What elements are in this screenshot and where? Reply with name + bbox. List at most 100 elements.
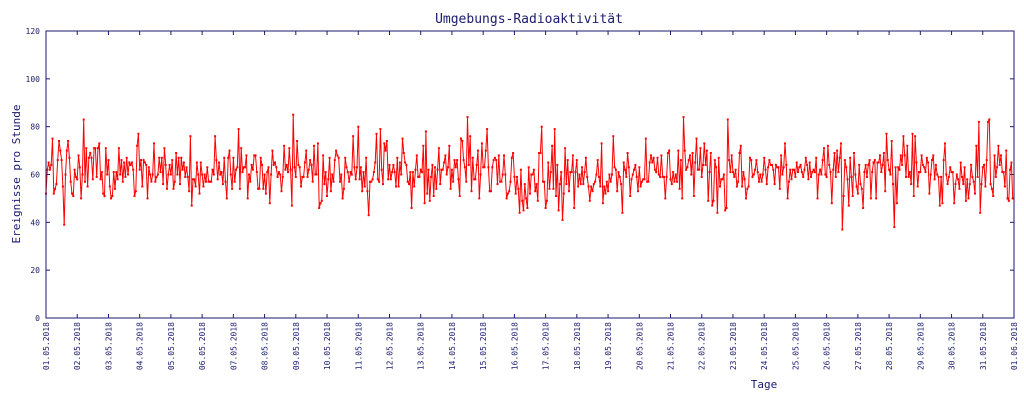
data-point [111, 195, 114, 197]
data-point [980, 183, 983, 186]
data-point [439, 183, 442, 186]
data-point [231, 187, 234, 190]
data-point [742, 171, 745, 174]
data-point [841, 228, 844, 231]
data-point [711, 204, 714, 207]
data-point [160, 156, 163, 159]
data-point [889, 173, 892, 176]
data-point [931, 159, 933, 162]
data-point [219, 173, 222, 176]
data-point [748, 156, 751, 159]
data-point [988, 118, 991, 121]
data-point [293, 166, 296, 169]
data-point [121, 180, 124, 183]
data-point [837, 171, 840, 174]
data-point [95, 175, 98, 178]
data-point [73, 168, 76, 171]
data-point [240, 147, 243, 150]
x-tick-label: 18.05.2018 [573, 322, 582, 370]
data-point [215, 159, 218, 162]
data-point [661, 175, 664, 178]
data-point [211, 168, 214, 171]
data-point [78, 166, 81, 169]
data-point [452, 180, 455, 183]
data-point [977, 120, 980, 123]
data-point [625, 175, 628, 178]
data-point [539, 152, 542, 154]
data-point [622, 161, 625, 164]
data-point [963, 166, 966, 169]
data-point [518, 211, 521, 214]
data-point [488, 190, 491, 193]
data-point [683, 149, 686, 152]
data-point [180, 156, 183, 159]
data-point [210, 180, 213, 183]
data-point [863, 171, 866, 174]
data-point [551, 144, 554, 147]
data-point [601, 202, 604, 205]
x-tick-label: 01.05.2018 [42, 322, 51, 370]
data-point [257, 187, 260, 190]
data-point [735, 185, 738, 188]
data-point [997, 144, 1000, 147]
data-point [812, 168, 815, 171]
data-point [115, 171, 118, 174]
data-point [284, 168, 287, 171]
data-point [698, 168, 701, 171]
y-axis-label: Ereignisse pro Stunde [10, 104, 23, 243]
data-point [713, 159, 716, 162]
data-point [136, 144, 139, 147]
data-point [417, 175, 420, 178]
data-point [473, 178, 476, 181]
x-tick-label: 30.05.2018 [948, 322, 957, 370]
data-point [557, 209, 560, 212]
data-point [259, 156, 262, 159]
data-point [221, 183, 224, 186]
data-point [477, 149, 479, 152]
data-point [138, 168, 141, 171]
data-point [87, 156, 90, 159]
data-point [862, 207, 865, 209]
data-point [510, 156, 513, 159]
data-point [272, 163, 275, 166]
data-point [937, 175, 940, 178]
data-point [972, 180, 975, 183]
data-point [302, 175, 305, 178]
data-point [800, 171, 803, 174]
data-point [791, 168, 794, 171]
data-point [737, 180, 740, 183]
data-point [389, 178, 392, 181]
data-point [934, 163, 937, 166]
data-point [431, 163, 434, 166]
data-point [877, 161, 880, 164]
data-point [457, 178, 460, 181]
data-point [722, 173, 725, 176]
data-point [309, 159, 312, 162]
data-point [296, 140, 299, 142]
data-point [950, 171, 953, 174]
data-point [871, 171, 874, 174]
data-point [59, 149, 62, 152]
data-point [899, 154, 902, 157]
data-point [637, 190, 639, 193]
data-point [380, 168, 383, 171]
data-point [885, 132, 888, 135]
data-point [100, 171, 103, 174]
data-point [847, 204, 850, 207]
x-tick-label: 05.05.2018 [167, 322, 176, 370]
data-point [499, 180, 502, 183]
x-tick-label: 10.05.2018 [323, 322, 332, 370]
data-point [134, 190, 137, 193]
data-point [738, 152, 741, 154]
data-point [370, 180, 373, 183]
data-point [281, 175, 284, 178]
data-point [98, 142, 101, 145]
data-point [117, 147, 120, 150]
data-point [790, 178, 793, 181]
y-axis-ticks: 0 20 40 60 80 100 120 [26, 27, 1014, 323]
data-point [892, 183, 894, 186]
data-point [505, 197, 508, 200]
series-line [45, 114, 1014, 230]
data-point [261, 163, 263, 166]
data-point [236, 166, 239, 169]
